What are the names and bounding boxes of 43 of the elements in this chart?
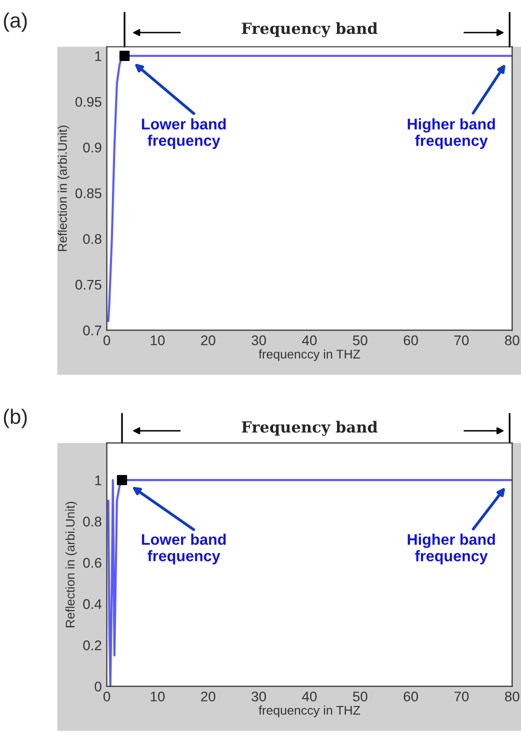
- x-axis-title: frequenccy in THZ: [258, 706, 360, 718]
- y-tick-label: 1: [95, 476, 102, 486]
- x-tick-label: 80: [505, 692, 520, 702]
- y-tick-label: 0.9: [83, 142, 102, 152]
- x-axis-title: frequenccy in THZ: [258, 349, 360, 362]
- x-tick-label: 10: [150, 335, 165, 346]
- y-tick-label: 1: [95, 51, 102, 61]
- chart-title: (a): [4, 12, 27, 32]
- y-axis-title: Reflection in (arbi.Unit): [65, 502, 78, 628]
- x-tick-label: 20: [201, 335, 216, 346]
- x-tick-label: 40: [302, 692, 317, 702]
- x-tick-label: 30: [252, 692, 266, 702]
- y-tick-label: 0.95: [75, 96, 102, 107]
- x-tick-label: 20: [201, 692, 216, 702]
- y-tick-label: 0.85: [75, 188, 102, 198]
- y-tick-label: 0.8: [83, 234, 102, 244]
- y-tick-label: 0.7: [83, 326, 102, 336]
- annotation: Lower band frequency: [142, 118, 226, 149]
- x-tick-label: 0: [103, 335, 110, 346]
- x-tick-label: 10: [150, 692, 165, 702]
- y-tick-label: 0.4: [83, 599, 102, 610]
- annotation: Higher band frequency: [408, 534, 495, 564]
- y-tick-label: 0.75: [75, 280, 102, 290]
- x-tick-label: 50: [352, 692, 368, 702]
- y-axis-title: Reflection in (arbi.Unit): [58, 126, 70, 252]
- y-tick-label: 0: [94, 682, 102, 692]
- x-tick-label: 40: [302, 335, 317, 346]
- chart-title: (b): [4, 408, 27, 428]
- x-tick-label: 80: [505, 335, 520, 346]
- x-tick-label: 30: [252, 335, 266, 346]
- x-tick-label: 70: [454, 335, 469, 346]
- y-tick-label: 0.6: [83, 558, 102, 568]
- y-tick-label: 0.8: [83, 516, 102, 527]
- x-tick-label: 50: [352, 335, 368, 346]
- x-tick-label: 60: [404, 692, 418, 702]
- y-tick-label: 0.2: [83, 640, 102, 650]
- annotation: Lower band frequency: [142, 534, 226, 564]
- text: Frequency band: [242, 420, 378, 436]
- x-tick-label: 70: [454, 692, 469, 702]
- x-tick-label: 0: [103, 692, 110, 702]
- annotation: Higher band frequency: [408, 118, 495, 150]
- x-tick-label: 60: [404, 335, 418, 346]
- text: Frequency band: [242, 22, 378, 38]
